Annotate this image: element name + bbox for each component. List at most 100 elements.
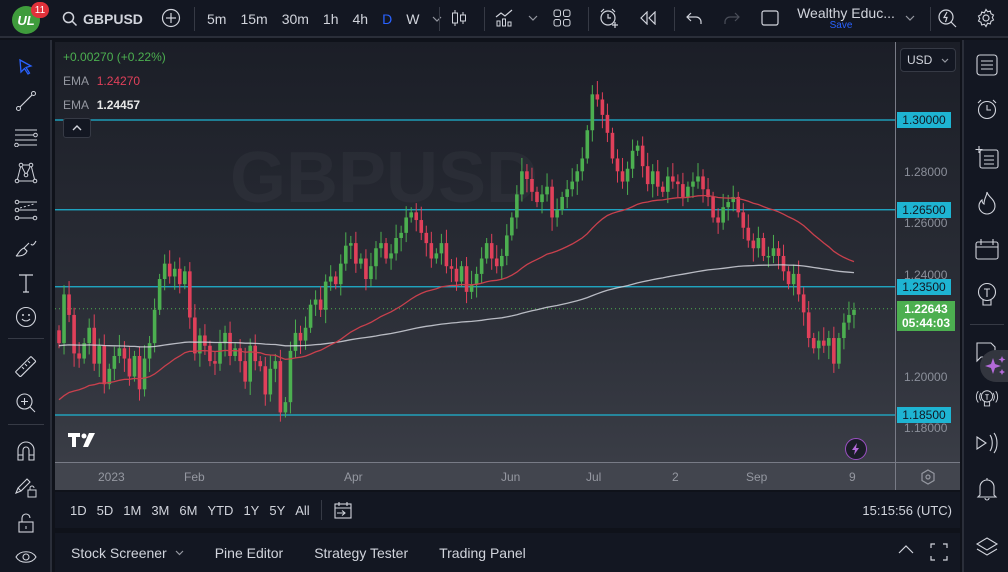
ema-slow-legend[interactable]: EMA 1.24457	[63, 98, 140, 112]
layers-icon	[975, 537, 999, 556]
range-all[interactable]: All	[295, 502, 310, 518]
range-6m[interactable]: 6M	[179, 502, 198, 518]
brush-icon	[15, 240, 37, 257]
ideas-stream-button[interactable]	[974, 386, 1000, 412]
add-to-list-button[interactable]	[974, 144, 1000, 170]
save-label[interactable]: Save	[829, 20, 853, 31]
time-axis[interactable]: 2023 Feb Apr Jun Jul 2 Sep 9	[55, 462, 895, 490]
redo-button[interactable]	[721, 0, 743, 37]
tab-strategy-tester[interactable]: Strategy Tester	[314, 544, 409, 561]
bar-countdown: 05:44:03	[901, 316, 951, 330]
trend-line-tool[interactable]	[13, 88, 39, 114]
fullscreen-select-button[interactable]	[759, 0, 781, 37]
chart-pane[interactable]: GBPUSD +0.00270 (+0.22%) EMA 1.24270 EMA…	[55, 42, 895, 462]
timeframe-15m[interactable]: 15m	[240, 11, 268, 27]
quick-search-button[interactable]	[935, 0, 959, 37]
emoji-tool[interactable]	[13, 304, 39, 330]
expand-panel-button[interactable]	[898, 545, 914, 554]
maximize-panel-button[interactable]	[930, 543, 948, 561]
range-3m[interactable]: 3M	[151, 502, 170, 518]
current-price-tag: 1.22643 05:44:03	[897, 301, 955, 331]
tab-pine-editor[interactable]: Pine Editor	[214, 544, 284, 561]
magnet-tool[interactable]	[13, 438, 39, 464]
hline-tag: 1.30000	[897, 112, 951, 128]
price-label: 1.18000	[904, 421, 948, 435]
collapse-legend-button[interactable]	[63, 118, 91, 138]
layout-dropdown[interactable]	[903, 0, 917, 37]
layout-name-button[interactable]: Wealthy Educ... Save	[794, 5, 898, 31]
settings-button[interactable]	[974, 0, 998, 37]
create-alert-button[interactable]	[597, 0, 621, 37]
timeframe-dropdown[interactable]	[426, 0, 448, 38]
undo-button[interactable]	[683, 0, 705, 37]
tradingview-logo[interactable]	[67, 432, 99, 448]
hide-drawings-tool[interactable]	[13, 544, 39, 570]
text-tool[interactable]	[13, 270, 39, 296]
flash-button[interactable]	[845, 438, 867, 460]
alarm-clock-plus-icon	[600, 8, 618, 28]
ema-fast-legend[interactable]: EMA 1.24270	[63, 74, 140, 88]
ema-slow-value: 1.24457	[96, 98, 141, 112]
timeframe-4h[interactable]: 4h	[352, 11, 369, 27]
zoom-in-tool[interactable]	[13, 390, 39, 416]
tab-trading-panel[interactable]: Trading Panel	[439, 544, 526, 561]
object-tree-button[interactable]	[974, 534, 1000, 560]
timeframe-5m[interactable]: 5m	[207, 11, 227, 27]
range-5d[interactable]: 5D	[96, 502, 114, 518]
go-to-date-button[interactable]	[328, 501, 358, 519]
symbol-label: GBPUSD	[83, 11, 143, 27]
lock-drawings-tool[interactable]	[13, 474, 39, 500]
pattern-tool[interactable]	[13, 160, 39, 186]
axis-settings-button[interactable]	[895, 462, 960, 490]
measure-tool[interactable]	[13, 354, 39, 380]
indicators-button[interactable]	[492, 0, 516, 37]
lightbulb-broadcast-icon	[975, 390, 999, 407]
fib-tool[interactable]	[13, 197, 39, 223]
ideas-button[interactable]	[974, 282, 1000, 308]
range-1d[interactable]: 1D	[70, 502, 87, 518]
currency-select[interactable]: USD	[900, 48, 956, 72]
time-label: Jun	[501, 470, 521, 484]
calendar-button[interactable]	[974, 236, 1000, 262]
lock-all-tool[interactable]	[13, 510, 39, 536]
range-1y[interactable]: 1Y	[243, 502, 260, 518]
utc-clock[interactable]: 15:15:56 (UTC)	[862, 502, 952, 518]
horizontal-lines-tool[interactable]	[13, 124, 39, 150]
layout-grid-button[interactable]	[551, 0, 573, 37]
fib-retracement-icon	[14, 199, 38, 221]
ai-assistant-button[interactable]	[980, 350, 1008, 382]
gear-icon	[977, 8, 995, 28]
date-range-bar: 1D 5D 1M 3M 6M YTD 1Y 5Y All 15:15:56 (U…	[55, 492, 960, 528]
price-label: 1.20000	[904, 370, 948, 384]
svg-text:GBPUSD: GBPUSD	[230, 138, 538, 218]
redo-icon	[724, 12, 740, 24]
parallel-lines-icon	[14, 129, 38, 147]
hotlists-button[interactable]	[974, 190, 1000, 216]
chevron-down-icon	[905, 15, 915, 21]
undo-icon	[686, 12, 702, 24]
range-1m[interactable]: 1M	[123, 502, 142, 518]
timeframe-d[interactable]: D	[382, 11, 393, 27]
tab-stock-screener[interactable]: Stock Screener	[71, 545, 184, 561]
timeframe-1h[interactable]: 1h	[322, 11, 339, 27]
streams-button[interactable]	[974, 430, 1000, 456]
notifications-button[interactable]	[974, 476, 1000, 502]
range-ytd[interactable]: YTD	[207, 502, 234, 518]
price-axis[interactable]: USD 1.28000 1.26000 1.24000 1.20000 1.18…	[895, 42, 960, 462]
candles-icon	[452, 10, 466, 26]
ema-fast-value: 1.24270	[96, 74, 141, 88]
indicators-dropdown[interactable]	[526, 0, 540, 37]
symbol-search-button[interactable]: GBPUSD	[62, 0, 143, 38]
alerts-button[interactable]	[974, 96, 1000, 122]
replay-button[interactable]	[637, 0, 659, 37]
trend-line-icon	[16, 91, 36, 111]
timeframe-w[interactable]: W	[406, 11, 420, 27]
timeframe-30m[interactable]: 30m	[281, 11, 309, 27]
cursor-tool[interactable]	[13, 54, 39, 80]
chart-type-button[interactable]	[448, 0, 470, 37]
watchlist-button[interactable]	[974, 52, 1000, 78]
brush-tool[interactable]	[13, 234, 39, 260]
range-5y[interactable]: 5Y	[269, 502, 286, 518]
compare-symbol-button[interactable]	[158, 0, 184, 37]
candlestick-chart[interactable]: GBPUSD	[55, 42, 895, 462]
